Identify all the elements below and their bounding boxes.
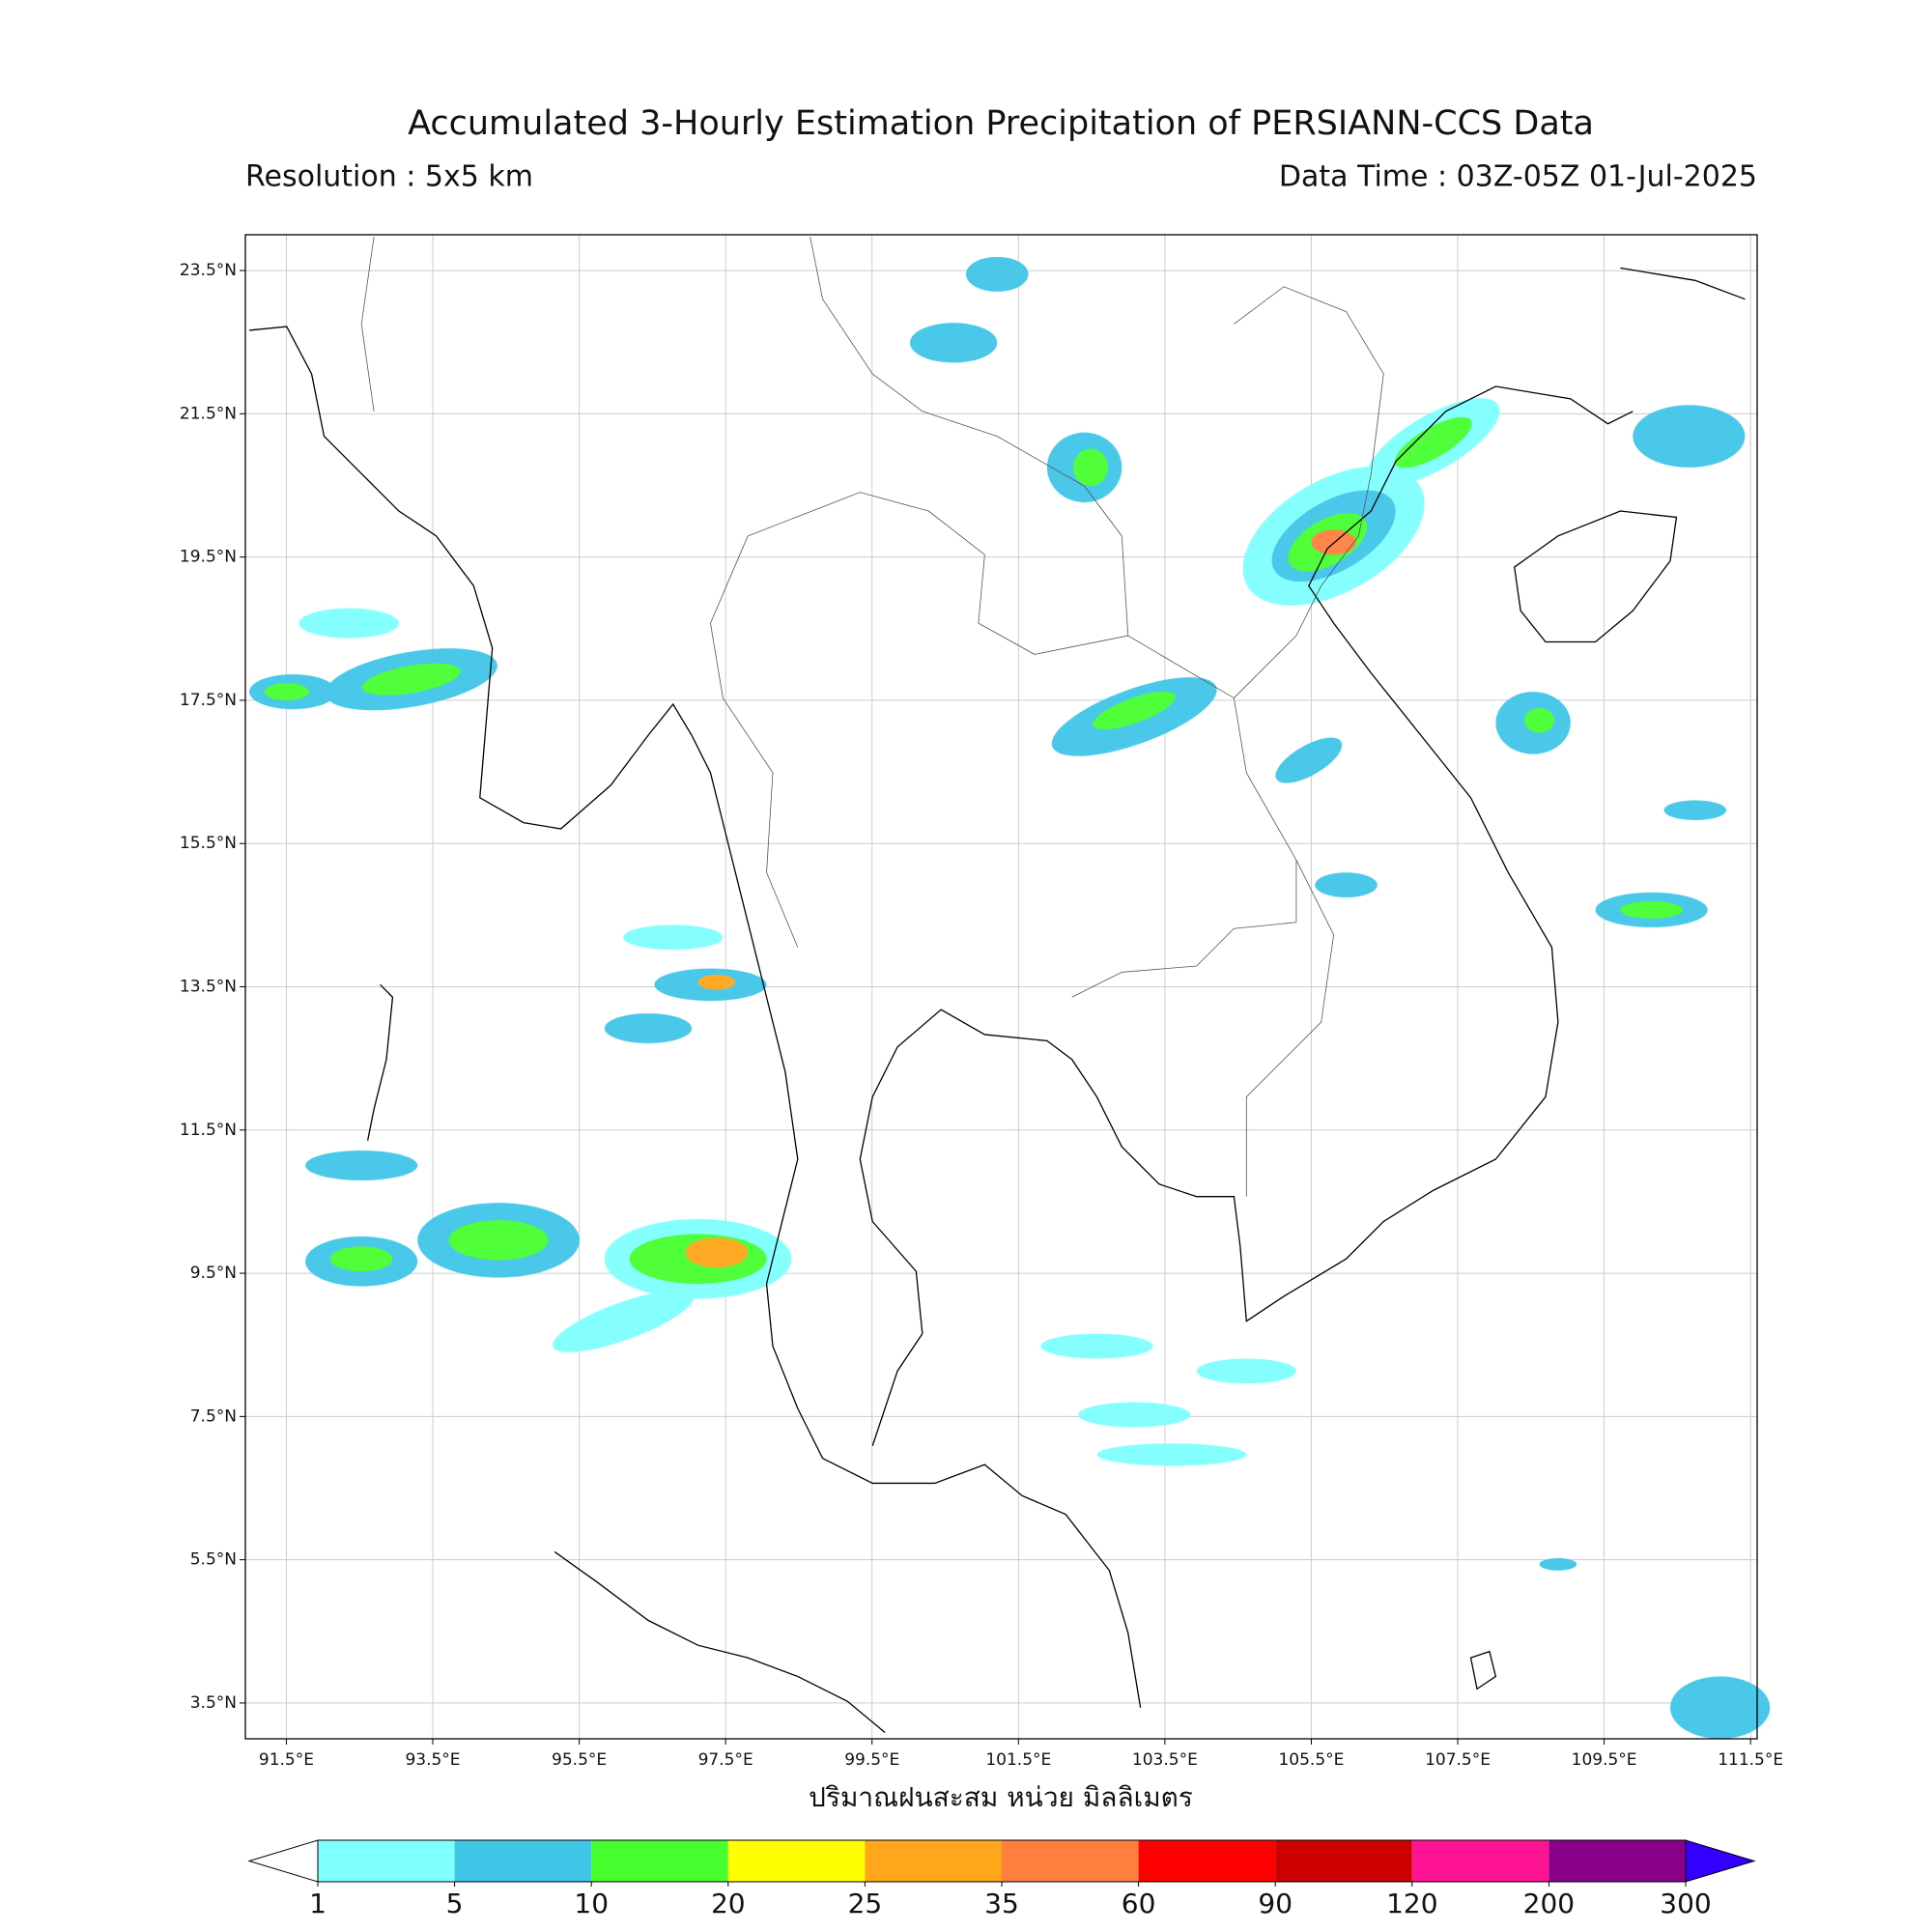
- x-tick-label: 91.5°E: [259, 1750, 314, 1770]
- colorbar-label: 35: [984, 1888, 1019, 1919]
- colorbar-segment: [727, 1840, 866, 1882]
- colorbar-segment: [591, 1840, 728, 1882]
- colorbar-segment: [454, 1840, 592, 1882]
- colorbar-under: [247, 1839, 319, 1883]
- y-tick-label: 13.5°N: [180, 978, 237, 997]
- x-tick-label: 111.5°E: [1718, 1750, 1783, 1770]
- y-tick-label: 9.5°N: [190, 1264, 237, 1283]
- colorbar-label: 60: [1122, 1888, 1156, 1919]
- colorbar-label: 10: [574, 1888, 609, 1919]
- colorbar-label: 200: [1523, 1888, 1575, 1919]
- x-tick-label: 109.5°E: [1572, 1750, 1637, 1770]
- coastlines: [249, 268, 1745, 1732]
- colorbar-segment: [1548, 1840, 1686, 1882]
- x-tick-label: 93.5°E: [405, 1750, 460, 1770]
- x-tick-label: 97.5°E: [698, 1750, 753, 1770]
- colorbar-over: [1685, 1839, 1756, 1883]
- y-tick-label: 3.5°N: [190, 1693, 237, 1713]
- y-tick-label: 19.5°N: [180, 548, 237, 567]
- precipitation: [249, 256, 1771, 1739]
- colorbar-label: 20: [711, 1888, 746, 1919]
- grid: [245, 235, 1757, 1739]
- x-tick-label: 107.5°E: [1425, 1750, 1491, 1770]
- colorbar-label: 90: [1258, 1888, 1293, 1919]
- colorbar-label: 5: [446, 1888, 464, 1919]
- colorbar-label: 300: [1660, 1888, 1711, 1919]
- resolution: Resolution : 5x5 km: [245, 160, 533, 194]
- x-tick-label: 101.5°E: [985, 1750, 1051, 1770]
- colorbar-segment: [1411, 1840, 1549, 1882]
- x-tick-label: 105.5°E: [1278, 1750, 1344, 1770]
- borders: [361, 237, 1383, 1197]
- colorbar-segment: [318, 1840, 455, 1882]
- y-tick-label: 23.5°N: [180, 261, 237, 280]
- data-time: Data Time : 03Z-05Z 01-Jul-2025: [1279, 160, 1757, 194]
- colorbar: 1 5 10 20 25 35 60 90 120 200 300: [247, 1839, 1756, 1919]
- map-features: [249, 237, 1771, 1739]
- colorbar-segment: [865, 1840, 1002, 1882]
- colorbar-segment: [1275, 1840, 1412, 1882]
- colorbar-segment: [1138, 1840, 1276, 1882]
- x-tick-label: 99.5°E: [844, 1750, 899, 1770]
- y-tick-label: 15.5°N: [180, 834, 237, 853]
- y-tick-label: 17.5°N: [180, 691, 237, 710]
- colorbar-label: 1: [309, 1888, 327, 1919]
- title: Accumulated 3-Hourly Estimation Precipit…: [408, 104, 1594, 143]
- y-tick-label: 5.5°N: [190, 1550, 237, 1570]
- colorbar-label: 120: [1386, 1888, 1437, 1919]
- y-tick-label: 11.5°N: [180, 1121, 237, 1140]
- colorbar-segment: [1002, 1840, 1139, 1882]
- x-tick-label: 103.5°E: [1132, 1750, 1198, 1770]
- y-tick-label: 7.5°N: [190, 1406, 237, 1426]
- x-tick-label: 95.5°E: [552, 1750, 607, 1770]
- x-axis-label: ปริมาณฝนสะสม หน่วย มิลลิเมตร: [809, 1781, 1193, 1813]
- colorbar-label: 25: [848, 1888, 883, 1919]
- y-tick-label: 21.5°N: [180, 404, 237, 423]
